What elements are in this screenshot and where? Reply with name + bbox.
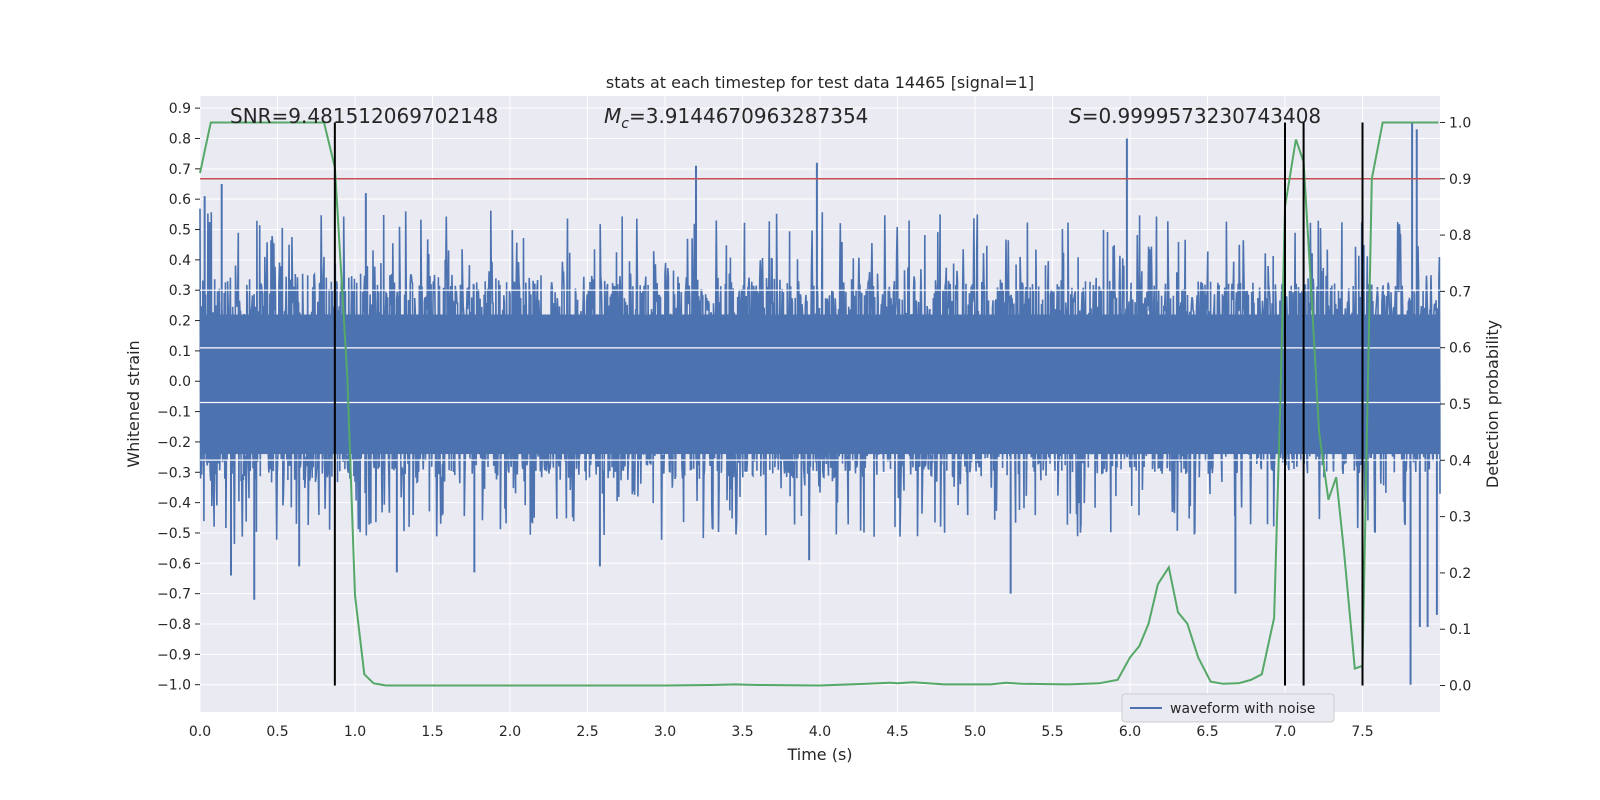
y-tick-label: 0.4 [169, 253, 191, 269]
x-tick-label: 2.5 [576, 724, 598, 740]
x-tick-label: 7.5 [1351, 724, 1373, 740]
y-tick-label: −0.7 [157, 587, 191, 603]
y-tick-label: 0.7 [169, 162, 191, 178]
chirp-mass-subscript: c [621, 116, 629, 132]
x-tick-label: 5.0 [964, 724, 986, 740]
y-axis-ticks: −1.0 −0.9 −0.8 −0.7 −0.6 −0.5 −0.4 −0.3 −0.2 −0.1… [157, 101, 200, 694]
y-tick-label: −0.4 [157, 496, 191, 512]
y2-tick-label: 0.6 [1449, 341, 1471, 357]
y2-tick-label: 0.3 [1449, 510, 1471, 526]
y2-tick-label: 0.2 [1449, 566, 1471, 582]
y2-tick-label: 0.9 [1449, 172, 1471, 188]
legend-box [1121, 693, 1335, 723]
waveform-series [199, 123, 1441, 685]
y-tick-label: 0.5 [169, 223, 191, 239]
probability-line [199, 121, 1439, 687]
y2-tick-label: 0.7 [1449, 284, 1471, 300]
x-tick-label: 3.5 [731, 724, 753, 740]
y2-axis-label: Detection probability [1483, 320, 1502, 488]
y-tick-label: −0.9 [157, 647, 191, 663]
x-tick-label: 7.0 [1274, 724, 1296, 740]
x-tick-label: 3.0 [654, 724, 676, 740]
x-axis-ticks: 0.0 0.5 1.0 1.5 2.0 2.5 3.0 3.5 4.0 4.5 5.0 5.5 6.0 6… [189, 724, 1374, 740]
y-tick-label: 0.6 [169, 192, 191, 208]
y-tick-label: 0.8 [169, 131, 191, 147]
y-tick-label: −0.6 [157, 556, 191, 572]
y2-tick-label: 0.4 [1449, 453, 1471, 469]
x-axis-label: Time (s) [786, 745, 852, 764]
chirp-mass-annotation: Mc=3.9144670963287354 [604, 104, 868, 132]
waveform-core [200, 314, 1440, 455]
y-tick-label: 0.1 [169, 344, 191, 360]
score-annotation: S=0.9999573230743408 [1069, 104, 1321, 128]
snr-annotation: SNR=9.481512069702148 [230, 104, 498, 128]
score-symbol: S [1069, 104, 1082, 128]
chart-title: stats at each timestep for test data 144… [606, 73, 1034, 92]
y-tick-label: 0.0 [169, 374, 191, 390]
chirp-mass-value: =3.9144670963287354 [629, 104, 868, 128]
legend-label: waveform with noise [1170, 701, 1315, 717]
x-tick-label: 1.5 [421, 724, 443, 740]
y-tick-label: −0.8 [157, 617, 191, 633]
y2-tick-label: 0.8 [1449, 228, 1471, 244]
y2-tick-label: 0.0 [1449, 679, 1471, 695]
y-tick-label: −0.5 [157, 526, 191, 542]
y-tick-label: 0.9 [169, 101, 191, 117]
y-axis-label: Whitened strain [124, 340, 143, 467]
x-tick-label: 2.0 [499, 724, 521, 740]
x-tick-label: 0.0 [189, 724, 211, 740]
x-tick-label: 5.5 [1041, 724, 1063, 740]
y-tick-label: −0.3 [157, 465, 191, 481]
y-tick-label: −0.1 [157, 405, 191, 421]
vertical-marker-lines [333, 122, 1364, 686]
x-tick-label: 4.5 [886, 724, 908, 740]
x-tick-label: 4.0 [809, 724, 831, 740]
legend: waveform with noise [1121, 693, 1335, 723]
y-tick-label: −1.0 [157, 678, 191, 694]
x-tick-label: 1.0 [344, 724, 366, 740]
x-tick-label: 6.0 [1119, 724, 1141, 740]
y-tick-label: 0.2 [169, 314, 191, 330]
y2-tick-label: 0.5 [1449, 397, 1471, 413]
y-tick-label: 0.3 [169, 283, 191, 299]
y2-axis-ticks: 0.0 0.1 0.2 0.3 0.4 0.5 0.6 0.7 0.8 0.9 1.0 [1440, 115, 1471, 695]
y-tick-label: −0.2 [157, 435, 191, 451]
probability-series [199, 121, 1439, 687]
x-tick-label: 6.5 [1196, 724, 1218, 740]
chirp-mass-symbol: M [604, 104, 621, 128]
y2-tick-label: 1.0 [1449, 115, 1471, 131]
score-value: =0.9999573230743408 [1082, 104, 1321, 128]
y2-tick-label: 0.1 [1449, 622, 1471, 638]
x-tick-label: 0.5 [266, 724, 288, 740]
